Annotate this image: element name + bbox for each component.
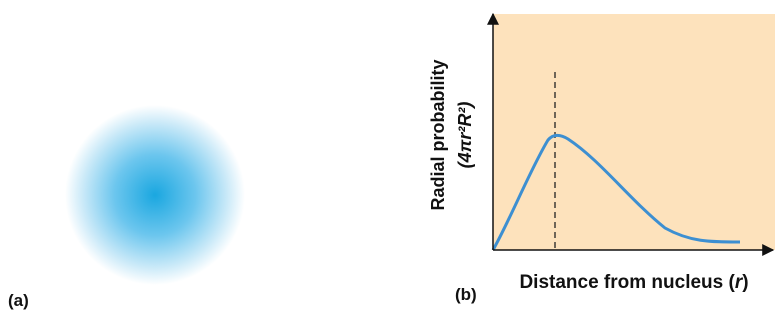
x-axis-label: Distance from nucleus (r) bbox=[519, 272, 748, 293]
y-axis-label: Radial probability bbox=[428, 59, 448, 210]
y-axis-label: (4πr²R²) bbox=[455, 102, 475, 169]
orbital-sphere bbox=[65, 105, 245, 285]
x-label-text: Distance from nucleus ( bbox=[519, 272, 735, 293]
figure: (a) Radial probability (4πr²R²) Distance… bbox=[0, 0, 775, 320]
x-label-text: ) bbox=[742, 272, 748, 293]
plot-background bbox=[493, 14, 775, 250]
panel-label: (a) bbox=[8, 291, 29, 310]
panel-label: (b) bbox=[455, 285, 477, 304]
